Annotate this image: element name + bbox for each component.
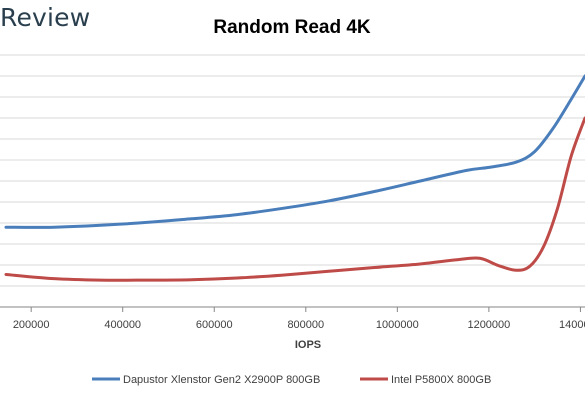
legend: Dapustor Xlenstor Gen2 X2900P 800GB Intel… [92,374,491,386]
legend-label-1: Dapustor Xlenstor Gen2 X2900P 800GB [123,374,320,386]
x-tick-label: 1400000 [559,319,585,331]
x-tick-label: 200000 [13,319,50,331]
brand-logo-text: Review [0,3,91,32]
x-tick-label: 600000 [196,319,233,331]
chart-title: Random Read 4K [213,17,371,38]
gridlines [0,54,585,308]
x-tick-label: 1000000 [376,319,419,331]
series-group [4,74,585,282]
legend-label-2: Intel P5800X 800GB [391,374,491,386]
x-axis-ticks: 200000 400000 600000 800000 1000000 1200000 14… [13,307,585,331]
x-axis-label: IOPS [295,339,321,351]
series-line-2 [4,116,585,282]
x-tick-label: 800000 [287,319,324,331]
series-line-1 [4,74,585,229]
x-tick-label: 1200000 [467,319,510,331]
x-tick-label: 400000 [104,319,141,331]
